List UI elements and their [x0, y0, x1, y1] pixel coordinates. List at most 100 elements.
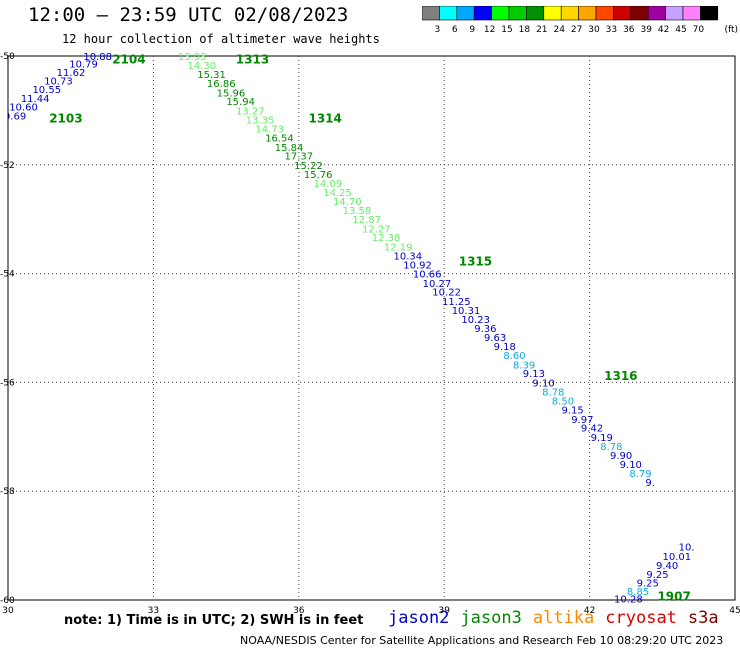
color-bin-label: 6 [452, 25, 458, 35]
latitude-tick-label: -60 [0, 596, 15, 606]
swh-value: 10.73 [44, 76, 73, 87]
swh-value: 16.86 [207, 79, 236, 90]
latitude-tick-label: -50 [0, 52, 15, 62]
swh-value: 13.35 [246, 116, 275, 127]
swh-value: 9.10 [620, 460, 642, 471]
color-bin-label: 70 [693, 25, 705, 35]
color-bin [700, 6, 719, 21]
swh-value: 10.55 [32, 85, 61, 96]
color-bin-label: 18 [519, 25, 531, 35]
longitude-tick-label: 42 [584, 606, 595, 616]
latitude-tick-label: -58 [0, 487, 15, 497]
color-scale-bar: 3 6 9 12 15 18 21 24 27 30 33 36 39 42 45 70 (ft) [422, 6, 738, 35]
color-bin-label: 15 [501, 25, 512, 35]
pass-number-label: 1314 [308, 111, 341, 125]
color-bin-label: 45 [675, 25, 686, 35]
swh-value: 10.69 [0, 111, 26, 122]
swh-value: 9. [645, 478, 655, 489]
longitude-tick-label: 33 [148, 606, 159, 616]
swh-value: 9.90 [610, 451, 632, 462]
swh-value: 9.97 [571, 415, 593, 426]
swh-value: 10.92 [403, 260, 432, 271]
pass-number-label: 2104 [112, 53, 145, 67]
page-title: 12:00 – 23:59 UTC 02/08/2023 [28, 4, 349, 26]
swh-value: 13.58 [343, 206, 372, 217]
color-bin-label: 9 [469, 25, 475, 35]
footer-credit: NOAA/NESDIS Center for Satellite Applica… [240, 634, 724, 647]
swh-value: 14.25 [323, 188, 352, 199]
color-bin-label: 24 [553, 25, 565, 35]
swh-value: 8.78 [600, 442, 622, 453]
swh-value: 9.15 [562, 406, 584, 417]
swh-value: 9.25 [646, 570, 668, 581]
swh-value: 11.25 [442, 297, 471, 308]
swh-value: 10.88 [83, 52, 112, 63]
swh-value: 9.42 [581, 424, 603, 435]
color-bin-label: 42 [658, 25, 669, 35]
swh-value: 9.18 [494, 342, 516, 353]
color-bin-label: 3 [435, 25, 441, 35]
swh-value: 15.31 [197, 70, 226, 81]
pass-number-label: 1315 [459, 255, 492, 269]
swh-value: 12.27 [362, 224, 391, 235]
color-bin-label: 33 [606, 25, 617, 35]
swh-value: 12.87 [352, 215, 381, 226]
swh-value: 13.27 [236, 106, 265, 117]
swh-value: 9.10 [532, 378, 554, 389]
swh-value: 14.70 [333, 197, 362, 208]
color-bin-label: 39 [640, 25, 652, 35]
color-bin-label: 12 [484, 25, 495, 35]
swh-value: 16.54 [265, 134, 294, 145]
swh-value: 10.28 [614, 594, 643, 605]
longitude-tick-label: 30 [2, 606, 14, 616]
page-subtitle: 12 hour collection of altimeter wave hei… [62, 32, 380, 46]
swh-value: 8.85 [627, 587, 649, 598]
map-frame [7, 55, 736, 601]
pass-number-label: 2103 [49, 111, 82, 125]
swh-value: 8.78 [542, 388, 564, 399]
swh-value: 9.13 [523, 369, 545, 380]
swh-value: 10.66 [413, 270, 442, 281]
swh-value: 10. [679, 543, 695, 554]
swh-value: 10.34 [394, 252, 423, 263]
swh-value: 12.19 [384, 242, 413, 253]
legend-entry-altika: altika [532, 608, 595, 628]
pass-number-label: 1313 [236, 53, 269, 67]
longitude-tick-label: 36 [293, 606, 305, 616]
legend-entry-jason2: jason2 [388, 608, 450, 628]
swh-value: 15.76 [304, 170, 333, 181]
swh-value: 8.60 [503, 351, 525, 362]
swh-value: 14.73 [255, 124, 284, 135]
footer-note: note: 1) Time is in UTC; 2) SWH is in fe… [64, 613, 364, 628]
color-scale-unit: (ft) [724, 25, 738, 35]
legend-entry-s3a: s3a [687, 608, 719, 628]
swh-value: 10.79 [69, 60, 98, 71]
swh-value: 10.23 [461, 315, 490, 326]
swh-value: 9.36 [474, 324, 496, 335]
swh-value: 11.44 [21, 94, 50, 105]
swh-value: 15.22 [294, 161, 323, 172]
swh-value: 10.31 [452, 306, 481, 317]
swh-value: 14.30 [188, 61, 217, 72]
longitude-tick-label: 39 [438, 606, 450, 616]
swh-value: 15.96 [217, 88, 246, 99]
legend-entry-cryosat: cryosat [605, 608, 677, 628]
swh-value: 11.62 [57, 68, 86, 79]
latitude-tick-label: -52 [0, 161, 15, 171]
pass-number-label: 1316 [604, 369, 637, 383]
swh-value: 8.39 [513, 360, 535, 371]
swh-value: 10.22 [432, 288, 461, 299]
swh-value: 8.79 [629, 469, 651, 480]
swh-value: 10.01 [663, 552, 692, 563]
swh-value: 14.09 [314, 179, 343, 190]
swh-value: 9.19 [591, 433, 613, 444]
swh-value: 9.40 [656, 561, 678, 572]
color-bin-label: 30 [588, 25, 600, 35]
color-bin-label: 27 [571, 25, 582, 35]
swh-value: 15.94 [226, 97, 255, 108]
pass-number-label: 1907 [657, 590, 690, 604]
swh-value: 15.84 [275, 143, 304, 154]
swh-value: 10.27 [423, 279, 452, 290]
swh-value: 12.38 [372, 233, 401, 244]
